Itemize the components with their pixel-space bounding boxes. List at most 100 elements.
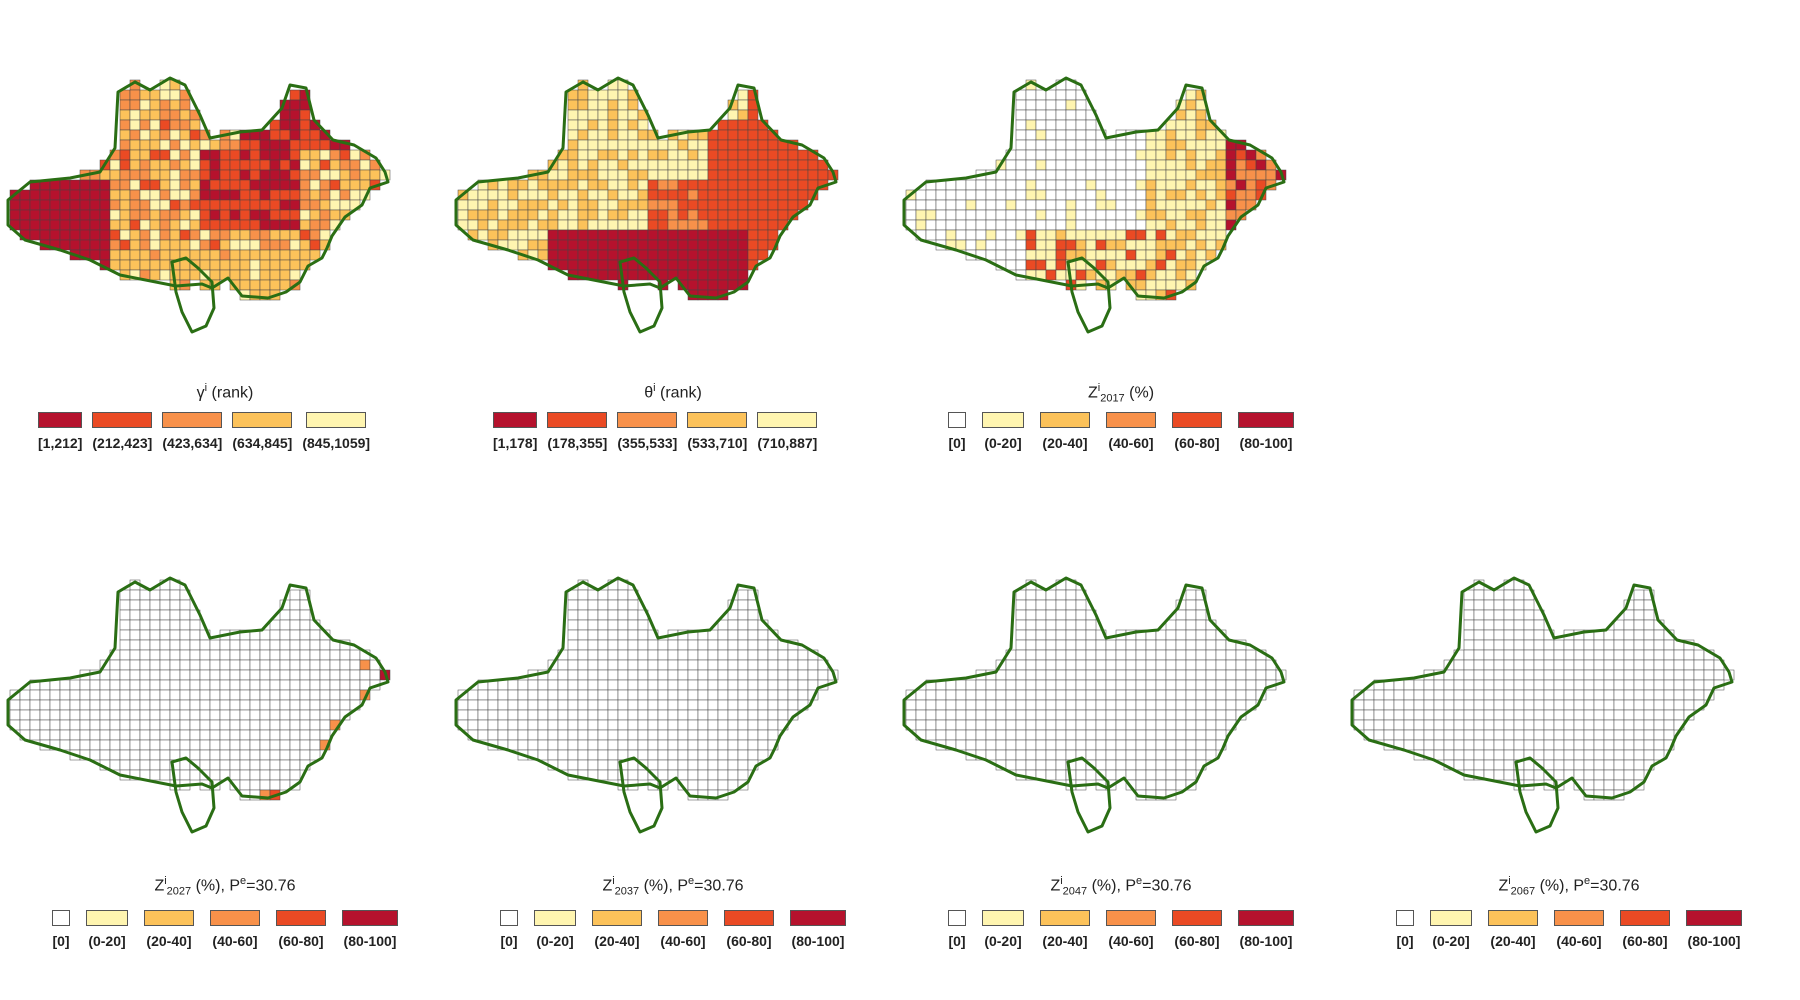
grid-cell <box>1045 669 1057 681</box>
inner-boundary <box>170 756 216 834</box>
grid-cell <box>697 709 709 721</box>
grid-cell <box>627 209 639 221</box>
grid-cell <box>1673 649 1685 661</box>
grid-cell <box>637 149 649 161</box>
grid-cell <box>179 629 191 641</box>
grid-cell <box>279 269 291 281</box>
grid-cell <box>527 739 539 751</box>
grid-cell <box>1473 759 1485 771</box>
grid-cell <box>925 729 937 741</box>
grid-cell <box>1185 109 1197 121</box>
grid-cell <box>269 659 281 671</box>
grid-cell <box>687 649 699 661</box>
grid-cell <box>349 649 361 661</box>
legend-label: [0] <box>1396 933 1414 949</box>
grid-cell <box>467 699 479 711</box>
grid-cell <box>637 639 649 651</box>
grid-cell <box>965 709 977 721</box>
grid-cell <box>995 219 1007 231</box>
grid-cell <box>737 199 749 211</box>
grid-cell <box>577 649 589 661</box>
legend-label: (0-20] <box>88 933 126 949</box>
grid-cell <box>1603 639 1615 651</box>
grid-cell <box>647 639 659 651</box>
grid-cell <box>179 219 191 231</box>
grid-cell <box>1175 129 1187 141</box>
legend-swatch <box>1172 910 1222 926</box>
grid-cell <box>557 189 569 201</box>
grid-cell <box>697 739 709 751</box>
grid-cell <box>289 669 301 681</box>
grid-cell <box>1145 649 1157 661</box>
grid-cell <box>607 209 619 221</box>
grid-cell <box>1215 139 1227 151</box>
grid-cell <box>1225 189 1237 201</box>
grid-cell <box>1185 749 1197 761</box>
grid-cell <box>129 669 141 681</box>
grid-cell <box>1105 259 1117 271</box>
grid-cell <box>667 259 679 271</box>
grid-cell <box>657 139 669 151</box>
grid-cell <box>1503 669 1515 681</box>
grid-cell <box>677 699 689 711</box>
grid-cell <box>1135 719 1147 731</box>
grid-cell <box>557 249 569 261</box>
legend-swatch <box>493 412 538 428</box>
grid-cell <box>1633 749 1645 761</box>
grid-cell <box>69 729 81 741</box>
grid-cell <box>1025 589 1037 601</box>
grid-cell <box>1035 589 1047 601</box>
grid-cell <box>1145 229 1157 241</box>
grid-cell <box>1553 769 1565 781</box>
grid-cell <box>747 719 759 731</box>
grid-cell <box>159 739 171 751</box>
grid-cell <box>1493 659 1505 671</box>
grid-cell <box>587 219 599 231</box>
grid-cell <box>697 239 709 251</box>
grid-cell <box>189 209 201 221</box>
grid-cell <box>1613 759 1625 771</box>
grid-cell <box>1553 679 1565 691</box>
grid-cell <box>1603 649 1615 661</box>
grid-cell <box>1523 659 1535 671</box>
grid-cell <box>1055 239 1067 251</box>
title-rest: (%), P <box>1087 877 1137 895</box>
legend-swatch <box>210 910 260 926</box>
grid-cell <box>1075 219 1087 231</box>
grid-cell <box>279 199 291 211</box>
grid-cell <box>727 709 739 721</box>
grid-cell <box>119 139 131 151</box>
grid-cell <box>727 239 739 251</box>
grid-cell <box>727 119 739 131</box>
grid-cell <box>1643 669 1655 681</box>
grid-cell <box>1175 249 1187 261</box>
grid-cell <box>319 669 331 681</box>
grid-cell <box>507 689 519 701</box>
grid-cell <box>1145 769 1157 781</box>
grid-cell <box>587 619 599 631</box>
grid-cell <box>269 759 281 771</box>
grid-cell <box>1045 749 1057 761</box>
legend-item: (0-20] <box>1430 910 1472 949</box>
grid-cell <box>1075 619 1087 631</box>
grid-cell <box>79 689 91 701</box>
grid-cell <box>1165 669 1177 681</box>
grid-cell <box>1573 659 1585 671</box>
title-symbol: γ <box>196 384 205 402</box>
grid-cell <box>697 229 709 241</box>
grid-cell <box>1643 729 1655 741</box>
grid-cell <box>767 199 779 211</box>
grid-cell <box>687 229 699 241</box>
grid-cell <box>667 179 679 191</box>
grid-cell <box>697 659 709 671</box>
grid-cell <box>1065 189 1077 201</box>
grid-cell <box>1373 719 1385 731</box>
grid-cell <box>567 249 579 261</box>
grid-cell <box>707 279 719 291</box>
grid-cell <box>707 759 719 771</box>
grid-cell <box>1065 589 1077 601</box>
grid-cell <box>1533 739 1545 751</box>
grid-cell <box>587 149 599 161</box>
grid-cell <box>229 649 241 661</box>
grid-cell <box>727 769 739 781</box>
